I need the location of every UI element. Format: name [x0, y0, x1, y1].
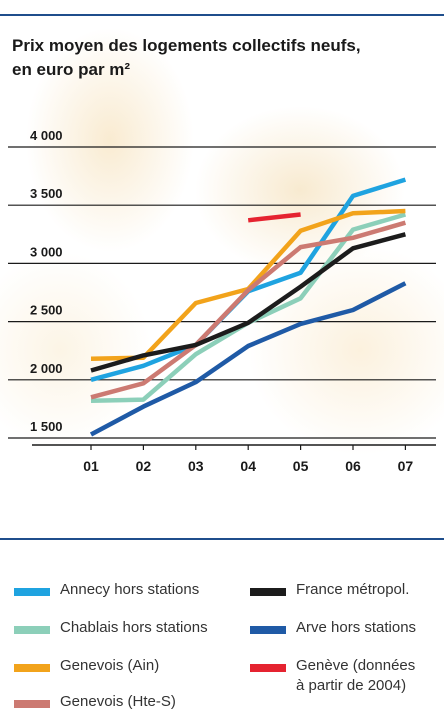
legend-item-arve: Arve hors stations [250, 618, 416, 638]
legend-swatch-chablais [14, 626, 50, 634]
legend-label-arve: Arve hors stations [296, 619, 417, 636]
legend-label-chablais: Chablais hors stations [60, 619, 208, 636]
legend-swatch-annecy [14, 588, 50, 596]
line-chart: 1 500 2 000 2 500 3 000 3 500 4 000 01 02 03 04 05… [8, 128, 436, 474]
x-tick-label-04: 04 [240, 458, 256, 474]
series-line-6 [247, 212, 301, 223]
y-tick-label-2500: 2 500 [30, 303, 63, 318]
y-tick-label-2000: 2 000 [30, 361, 63, 376]
y-tick-label-3000: 3 000 [30, 244, 63, 259]
legend-swatch-france [250, 588, 286, 596]
x-tick-label-07: 07 [398, 458, 414, 474]
legend-item-geneve: Genève (données à partir de 2004) [250, 656, 415, 696]
legend-swatch-arve [250, 626, 286, 634]
series-line-3 [90, 220, 407, 400]
legend-label-geneve-line-2: à partir de 2004) [296, 677, 407, 694]
series-line-5 [89, 281, 407, 437]
legend-swatch-geneve [250, 664, 286, 672]
legend-item-genevois-ain: Genevois (Ain) [14, 656, 159, 676]
legend-label-annecy: Annecy hors stations [60, 581, 200, 598]
legend-label-france: France métropol. [296, 581, 410, 598]
legend-item-chablais: Chablais hors stations [14, 618, 208, 638]
series-line-4 [90, 232, 406, 373]
y-tick-label-4000: 4 000 [30, 128, 63, 143]
x-tick-label-06: 06 [345, 458, 361, 474]
chart-title: Prix moyen des logements collectifs neuf… [12, 34, 442, 82]
legend-label-genevois-ain: Genevois (Ain) [60, 657, 160, 674]
legend-label-geneve: Genève (données à partir de 2004) [296, 656, 415, 696]
series-line-2 [90, 208, 406, 362]
legend-item-france: France métropol. [250, 580, 409, 600]
legend-swatch-genevois-ain [14, 664, 50, 672]
legend-divider [0, 538, 444, 540]
chart-title-line-1: Prix moyen des logements collectifs neuf… [12, 36, 361, 55]
x-tick-label-02: 02 [136, 458, 152, 474]
x-tick-label-05: 05 [293, 458, 309, 474]
legend-label-geneve-line-1: Genève (données [296, 657, 416, 674]
x-tick-label-03: 03 [188, 458, 204, 474]
top-divider [0, 14, 444, 16]
legend-item-genevois-htes: Genevois (Hte-S) [14, 692, 176, 712]
y-tick-label-3500: 3 500 [30, 186, 63, 201]
legend-item-annecy: Annecy hors stations [14, 580, 199, 600]
series-line-0 [90, 177, 407, 382]
chart-title-line-2: en euro par m² [12, 60, 131, 79]
legend-swatch-genevois-htes [14, 700, 50, 708]
x-tick-label-01: 01 [83, 458, 99, 474]
y-tick-label-1500: 1 500 [30, 419, 63, 434]
background-photo [0, 20, 444, 520]
legend-label-genevois-htes: Genevois (Hte-S) [60, 693, 176, 710]
